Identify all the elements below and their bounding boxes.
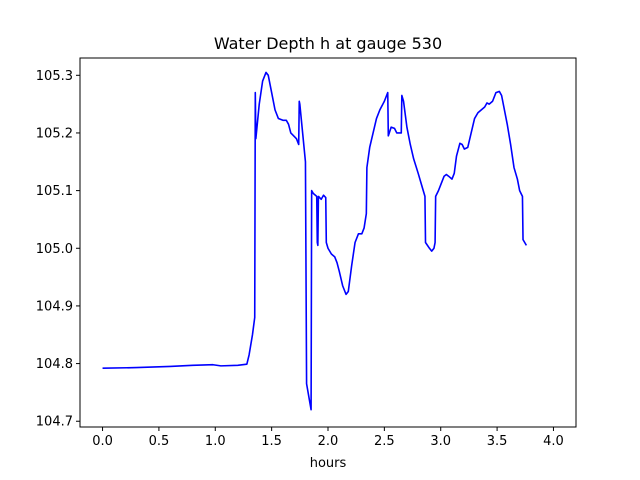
series-line-0 [102,71,528,411]
x-tick-label: 1.0 [205,434,226,449]
x-tick-label: 2.0 [318,434,339,449]
x-tick-label: 1.5 [261,434,282,449]
x-tick-label: 3.5 [487,434,508,449]
x-axis: 0.0 0.5 1.0 1.5 2.0 2.5 3.0 3.5 4.0 [92,427,564,449]
y-tick-label: 105.2 [36,126,73,141]
x-tick-label: 3.0 [430,434,451,449]
y-axis: 104.7 104.8 104.9 105.0 105.1 105.2 105.3 [36,69,80,430]
y-tick-label: 105.0 [36,242,73,257]
chart-title: Water Depth h at gauge 530 [214,34,442,53]
x-tick-label: 2.5 [374,434,395,449]
series-group [102,71,528,411]
y-tick-label: 104.7 [36,415,73,430]
y-tick-label: 105.3 [36,69,73,84]
x-tick-label: 0.0 [92,434,113,449]
x-axis-label: hours [310,456,347,471]
y-tick-label: 104.8 [36,357,73,372]
y-tick-label: 104.9 [36,299,73,314]
axes-background [80,58,576,427]
x-tick-label: 0.5 [149,434,170,449]
plot-area: 0.0 0.5 1.0 1.5 2.0 2.5 3.0 3.5 4.0 104.7104.810… [36,57,577,449]
y-tick-label: 105.1 [36,184,73,199]
x-tick-label: 4.0 [543,434,564,449]
